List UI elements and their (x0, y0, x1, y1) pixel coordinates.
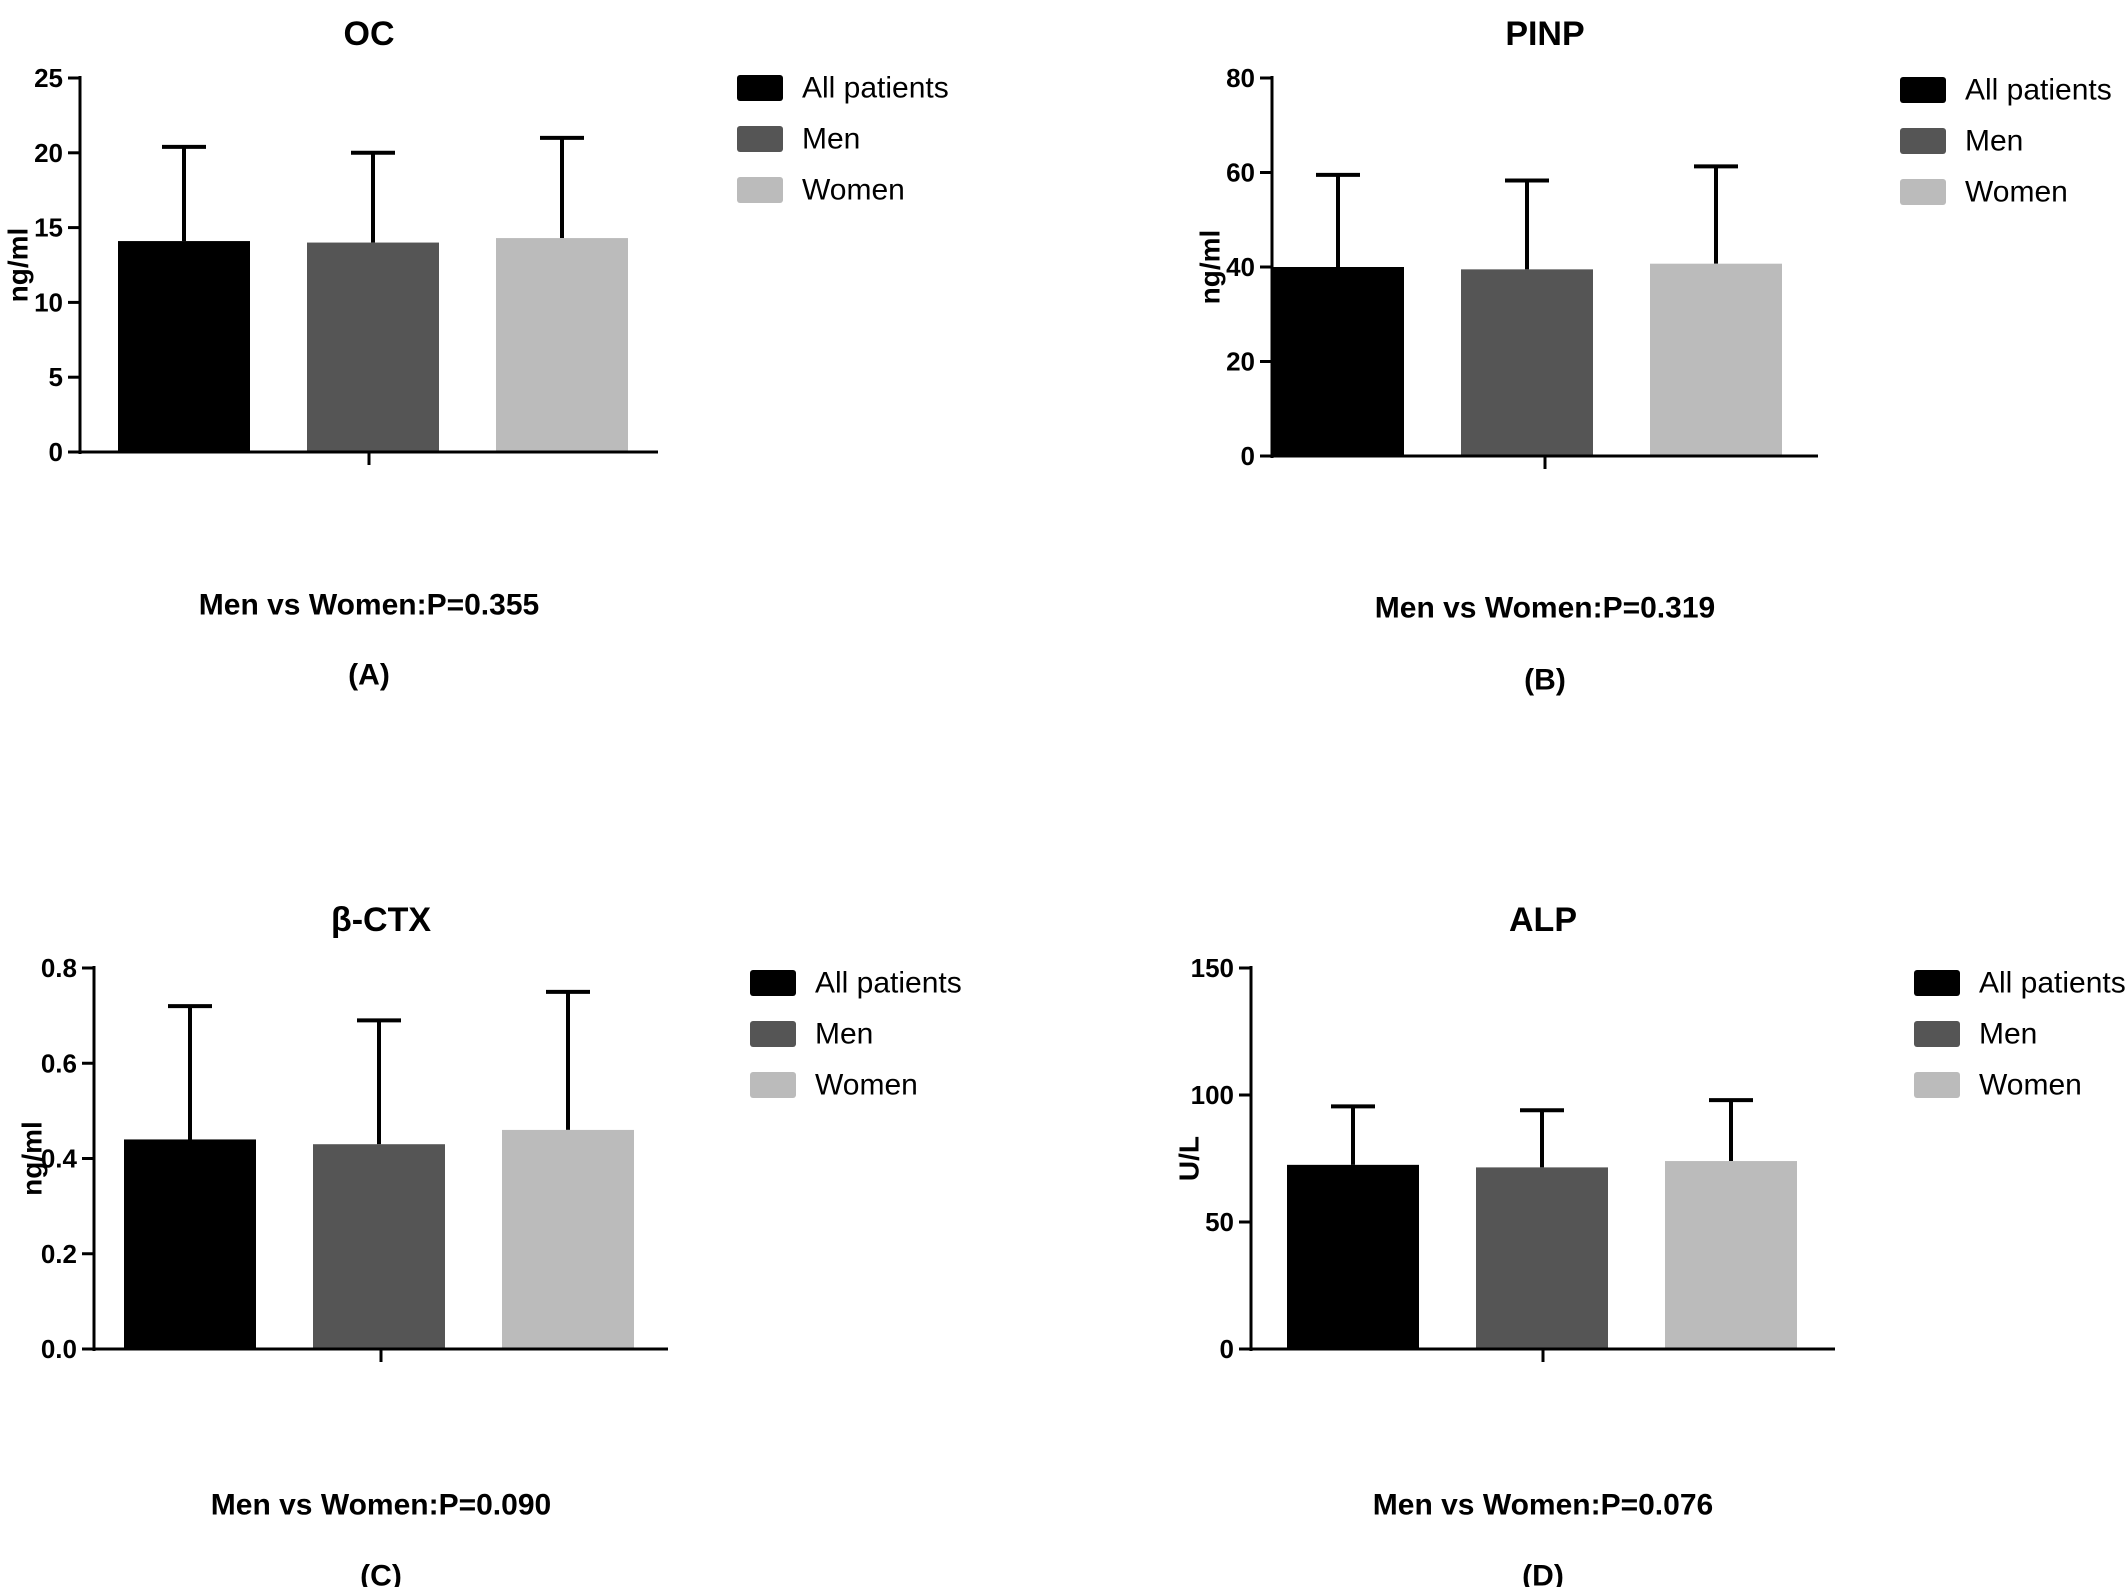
legend-swatch (737, 177, 783, 203)
legend-swatch (737, 75, 783, 101)
y-axis-label: ng/ml (17, 1121, 48, 1196)
bar (118, 241, 250, 452)
y-tick-label: 20 (1226, 347, 1255, 377)
legend-label: Women (1979, 1069, 2082, 1102)
bar (1272, 267, 1404, 456)
y-tick-label: 10 (34, 287, 63, 317)
legend-swatch (1900, 179, 1946, 205)
y-tick-label: 40 (1226, 252, 1255, 282)
y-tick-label: 25 (34, 63, 63, 93)
bar (502, 1129, 634, 1349)
y-tick-label: 0.4 (41, 1144, 78, 1174)
y-axis-label: ng/ml (3, 228, 34, 303)
legend-swatch (750, 1021, 796, 1047)
y-axis-label: ng/ml (1195, 230, 1226, 305)
legend-label: Men (815, 1018, 873, 1051)
legend-swatch (750, 970, 796, 996)
y-tick-label: 0.0 (41, 1334, 77, 1364)
y-tick-label: 0 (49, 437, 63, 467)
bar (496, 238, 628, 452)
y-tick-label: 80 (1226, 63, 1255, 93)
legend-label: All patients (815, 967, 962, 1000)
legend-swatch (1914, 1072, 1960, 1098)
bar (1461, 269, 1593, 456)
y-tick-label: 0 (1241, 441, 1255, 471)
chart-panel-d: ALP U/L 0 50 100 150 All patients Men Women Men v… (1174, 901, 2126, 1587)
legend-label: Men (1965, 125, 2023, 158)
y-axis-label: U/L (1174, 1136, 1205, 1181)
panel-label: (D) (1522, 1560, 1564, 1587)
chart-title: PINP (1505, 15, 1584, 53)
y-tick-label: 0.8 (41, 953, 77, 983)
bar (307, 242, 439, 452)
legend-swatch (1900, 77, 1946, 103)
panel-label: (A) (348, 659, 390, 692)
p-value-annotation: Men vs Women:P=0.319 (1375, 592, 1715, 625)
p-value-annotation: Men vs Women:P=0.076 (1373, 1489, 1713, 1522)
legend-swatch (1900, 128, 1946, 154)
legend-swatch (737, 126, 783, 152)
bar (1665, 1161, 1797, 1349)
legend-label: Women (802, 174, 905, 207)
chart-panel-b: PINP ng/ml 0 20 40 60 80 All patients Men Women Me… (1195, 15, 2112, 697)
p-value-annotation: Men vs Women:P=0.090 (211, 1489, 551, 1522)
y-tick-label: 20 (34, 138, 63, 168)
legend-swatch (750, 1072, 796, 1098)
y-tick-label: 100 (1191, 1080, 1234, 1110)
chart-panel-c: β-CTX ng/ml 0.0 0.2 0.4 0.6 0.8 All patients Men… (17, 901, 962, 1587)
y-tick-label: 5 (49, 362, 63, 392)
chart-title: β-CTX (331, 901, 431, 939)
legend-label: All patients (1979, 967, 2126, 1000)
y-tick-label: 15 (34, 213, 63, 243)
legend-label: All patients (1965, 74, 2112, 107)
chart-title: ALP (1509, 901, 1577, 939)
legend-label: All patients (802, 72, 949, 105)
y-tick-label: 60 (1226, 158, 1255, 188)
y-tick-label: 0.6 (41, 1048, 77, 1078)
bar (313, 1144, 445, 1349)
bar (1287, 1164, 1419, 1349)
y-tick-label: 50 (1205, 1207, 1234, 1237)
legend-swatch (1914, 970, 1960, 996)
bar (1476, 1167, 1608, 1349)
p-value-annotation: Men vs Women:P=0.355 (199, 589, 539, 622)
chart-panel-a: OC ng/ml 0 5 10 15 20 25 All patients Men Women Men… (3, 15, 949, 692)
legend-swatch (1914, 1021, 1960, 1047)
legend-label: Women (815, 1069, 918, 1102)
y-tick-label: 150 (1191, 953, 1234, 983)
legend-label: Men (1979, 1018, 2037, 1051)
chart-title: OC (344, 15, 395, 53)
panel-label: (B) (1524, 664, 1566, 697)
panel-label: (C) (360, 1560, 402, 1587)
legend-label: Men (802, 123, 860, 156)
y-tick-label: 0 (1220, 1334, 1234, 1364)
bar (124, 1139, 256, 1349)
y-tick-label: 0.2 (41, 1239, 77, 1269)
bar (1650, 263, 1782, 456)
legend-label: Women (1965, 176, 2068, 209)
